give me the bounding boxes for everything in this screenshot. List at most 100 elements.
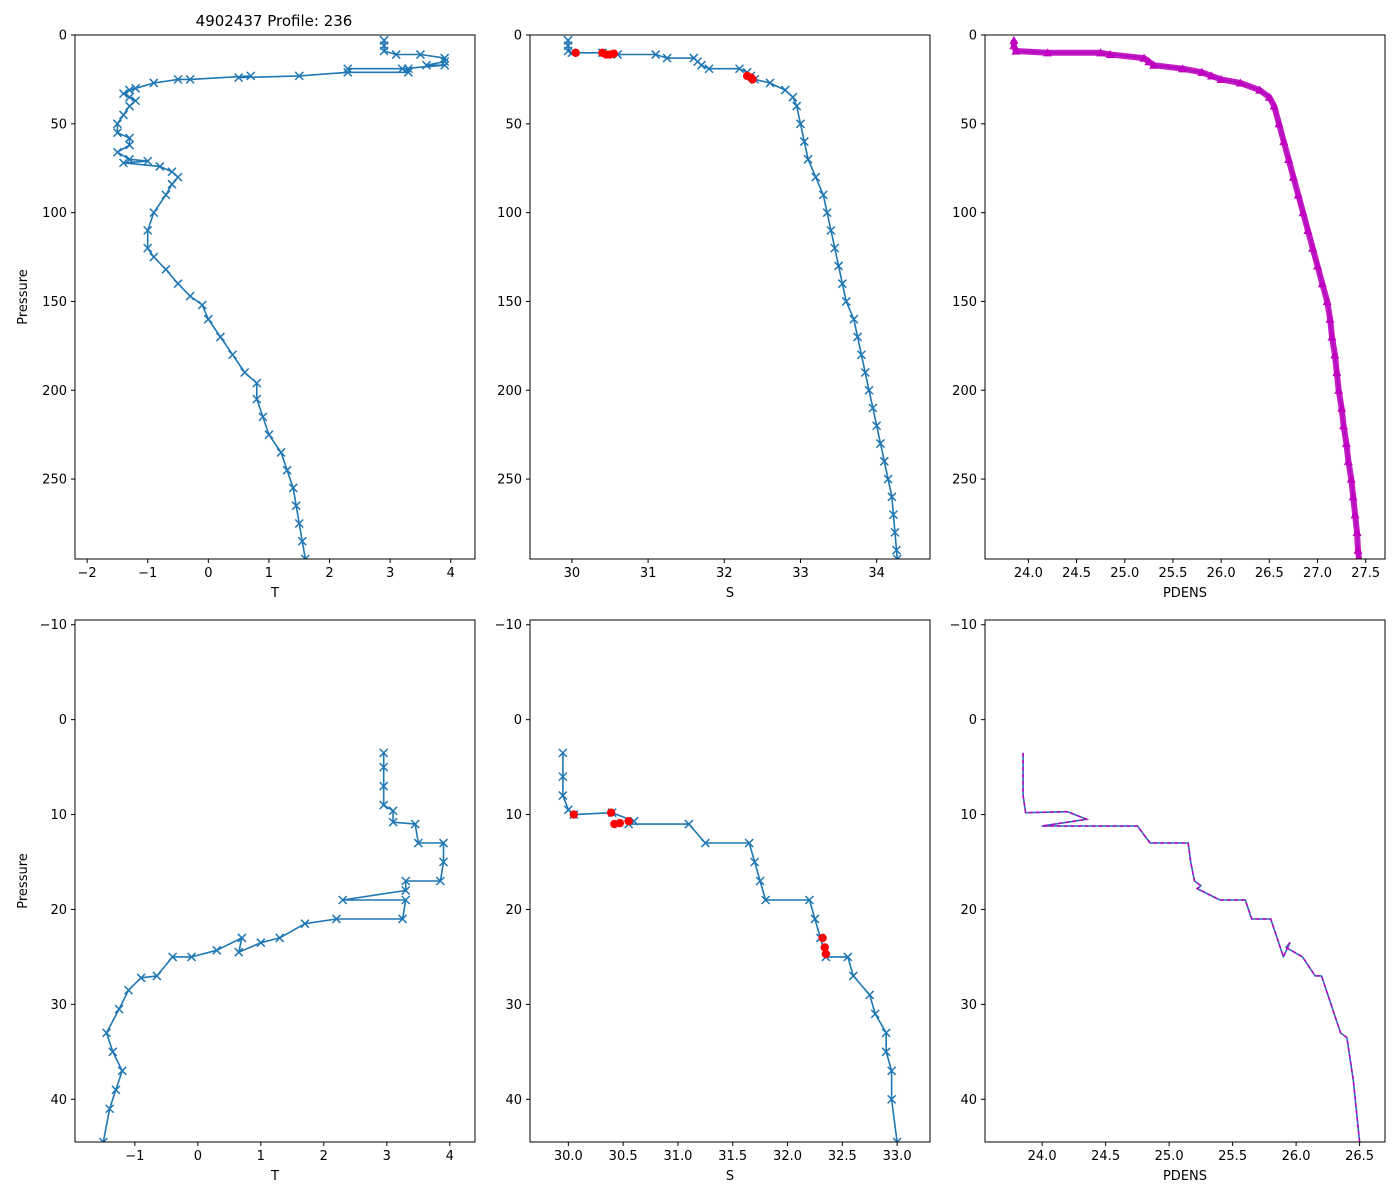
- y-tick-label: 250: [497, 473, 522, 488]
- data-point-triangle: [1043, 48, 1053, 57]
- data-point-x: [837, 279, 847, 289]
- data-point-x: [187, 952, 197, 962]
- y-tick-label: 200: [42, 384, 67, 399]
- data-area: [563, 35, 902, 559]
- figure-title: 4902437 Profile: 236: [196, 12, 353, 30]
- data-point-triangle: [1352, 527, 1362, 536]
- data-point-triangle: [1356, 554, 1362, 559]
- data-point-x: [750, 857, 760, 867]
- data-point-x: [696, 60, 706, 70]
- x-tick-label: 26.5: [1255, 566, 1284, 581]
- data-point-x: [212, 945, 222, 955]
- data-point-x: [558, 772, 568, 782]
- x-axis-label: S: [726, 586, 734, 601]
- data-point-x: [440, 53, 450, 63]
- data-point-x: [830, 243, 840, 253]
- data-point-triangle: [1339, 421, 1349, 430]
- data-point-x: [149, 208, 159, 218]
- x-tick-label: 27.0: [1303, 566, 1332, 581]
- data-point-x: [118, 89, 129, 99]
- data-point-x: [849, 314, 859, 324]
- data-point-x: [853, 332, 863, 342]
- data-point-x: [860, 367, 870, 378]
- data-point-x: [379, 748, 389, 758]
- x-tick-label: 1: [265, 566, 273, 581]
- data-point-x: [438, 857, 449, 867]
- data-point-x: [105, 1104, 115, 1114]
- data-point-x: [804, 895, 814, 905]
- data-point-x: [297, 536, 307, 546]
- panel-top-salinity: 30 31 32 33 34 0 50 100 150 200 250 S: [497, 29, 931, 601]
- data-area: [558, 748, 902, 1142]
- y-tick-label: 0: [514, 29, 522, 44]
- data-point-triangle: [1334, 385, 1344, 394]
- data-point-x: [101, 1028, 112, 1038]
- data-point-x: [246, 71, 256, 81]
- x-tick-label: 4: [447, 566, 455, 581]
- y-tick-label: 20: [50, 903, 67, 918]
- y-tick-label: 30: [505, 998, 522, 1013]
- x-tick-label: 24.0: [1014, 566, 1043, 581]
- axes-frame: [984, 619, 1386, 1143]
- y-tick-label: 200: [952, 384, 977, 399]
- data-point-x: [881, 1028, 891, 1038]
- data-point-x: [403, 64, 413, 74]
- panel-top-density: 24.0 24.5 25.0 25.5 26.0 26.5 27.0 27.5 0 50 100 15…: [952, 29, 1386, 601]
- data-point-x: [379, 46, 389, 56]
- data-point-x: [879, 456, 889, 466]
- data-point-x: [438, 838, 449, 848]
- y-tick-label: −10: [40, 618, 67, 633]
- data-point-x: [864, 385, 874, 395]
- data-point-x: [440, 57, 450, 67]
- data-point-x: [258, 412, 268, 422]
- data-point-x: [865, 990, 875, 1000]
- data-point-triangle: [1293, 190, 1303, 199]
- axes-frame: [529, 619, 931, 1143]
- data-point-triangle: [1343, 456, 1353, 465]
- data-point-triangle: [1288, 172, 1298, 181]
- data-point-triangle: [1235, 78, 1245, 87]
- flagged-point: [609, 49, 619, 58]
- data-point-x: [744, 838, 754, 848]
- x-tick-label: 25.5: [1218, 1149, 1247, 1164]
- y-tick-label: 50: [50, 117, 67, 132]
- data-point-x: [379, 800, 389, 810]
- data-point-triangle: [1144, 57, 1154, 66]
- data-point-x: [872, 421, 882, 431]
- axes-frame: [984, 34, 1386, 560]
- flagged-point: [820, 943, 829, 952]
- data-point-x: [734, 64, 745, 74]
- x-tick-label: 32.5: [828, 1149, 857, 1164]
- data-point-x: [117, 1066, 127, 1076]
- data-point-x: [883, 474, 893, 484]
- data-point-x: [704, 64, 714, 74]
- x-tick-label: 4: [446, 1149, 454, 1164]
- data-point-x: [811, 172, 821, 182]
- data-point-x: [300, 554, 310, 559]
- data-point-x: [892, 554, 902, 559]
- x-tick-label: 31.0: [663, 1149, 692, 1164]
- x-tick-label: 26.5: [1345, 1149, 1374, 1164]
- data-point-x: [391, 50, 401, 60]
- x-tick-label: 33.0: [883, 1149, 912, 1164]
- data-point-x: [888, 510, 898, 520]
- x-tick-label: 0: [204, 566, 212, 581]
- data-point-triangle: [1197, 67, 1207, 76]
- x-tick-label: 25.0: [1110, 566, 1139, 581]
- data-point-x: [765, 78, 775, 88]
- data-point-triangle: [1216, 74, 1226, 84]
- x-tick-label: 3: [386, 566, 394, 581]
- data-point-x: [338, 895, 348, 905]
- data-point-x: [300, 919, 310, 929]
- flagged-point: [821, 949, 831, 959]
- data-point-x: [294, 518, 304, 529]
- data-point-x: [799, 137, 809, 147]
- x-tick-label: 33: [792, 566, 809, 581]
- data-point-x: [875, 439, 886, 449]
- data-point-x: [143, 225, 153, 235]
- data-point-x: [276, 447, 286, 457]
- data-point-x: [112, 128, 122, 138]
